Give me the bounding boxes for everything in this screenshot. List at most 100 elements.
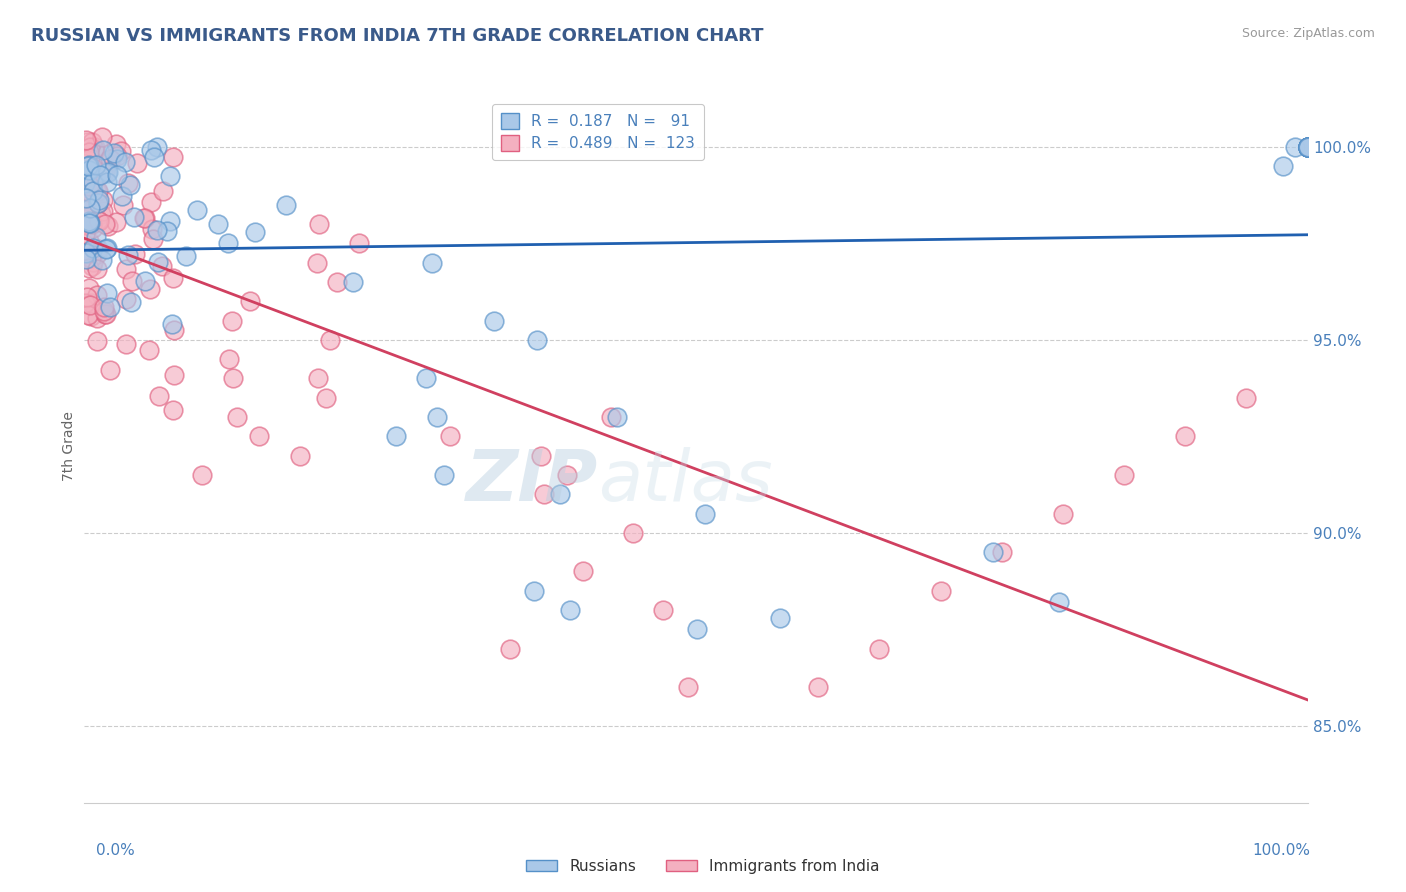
Point [75, 191, 97, 205]
Point [315, 391, 337, 405]
Point [221, 313, 243, 327]
Point [93, 204, 115, 219]
Point [79, 163, 101, 178]
Point [83, 142, 105, 156]
Text: 0.0%: 0.0% [96, 843, 135, 858]
Point [79, 145, 101, 159]
Point [160, 317, 183, 331]
Point [152, 185, 174, 199]
Point [1296, 140, 1319, 154]
Point [115, 261, 138, 276]
Point [139, 282, 162, 296]
Point [319, 333, 342, 347]
Point [114, 337, 136, 351]
Point [96, 175, 118, 189]
Point [134, 274, 156, 288]
Point [77, 214, 100, 228]
Point [91, 143, 114, 157]
Point [146, 222, 169, 236]
Point [307, 256, 329, 270]
Y-axis label: 7th Grade: 7th Grade [62, 411, 76, 481]
Point [162, 270, 184, 285]
Point [186, 203, 208, 218]
Point [1296, 140, 1319, 154]
Point [555, 467, 578, 482]
Point [84, 230, 107, 244]
Point [93, 304, 115, 318]
Point [139, 143, 162, 157]
Point [89, 193, 111, 207]
Point [1296, 140, 1319, 154]
Point [87, 243, 110, 257]
Point [84, 158, 107, 172]
Point [1296, 140, 1319, 154]
Point [869, 641, 891, 656]
Point [1296, 140, 1319, 154]
Point [117, 177, 139, 191]
Point [79, 202, 101, 216]
Point [90, 206, 112, 220]
Point [769, 610, 792, 624]
Point [87, 195, 110, 210]
Point [75, 246, 97, 260]
Point [226, 410, 249, 425]
Point [159, 213, 181, 227]
Point [105, 152, 128, 166]
Point [87, 195, 110, 210]
Point [91, 166, 114, 180]
Point [1296, 140, 1319, 154]
Point [290, 449, 312, 463]
Point [326, 275, 349, 289]
Point [111, 189, 134, 203]
Point [96, 242, 118, 256]
Point [621, 525, 644, 540]
Point [1296, 140, 1319, 154]
Point [652, 603, 675, 617]
Point [139, 195, 162, 210]
Point [218, 352, 240, 367]
Point [94, 217, 117, 231]
Point [100, 153, 122, 167]
Point [97, 219, 120, 233]
Point [685, 622, 707, 636]
Point [107, 149, 129, 163]
Point [76, 290, 98, 304]
Point [82, 255, 104, 269]
Point [89, 213, 111, 227]
Point [75, 218, 97, 232]
Point [73, 245, 96, 260]
Point [207, 217, 229, 231]
Point [276, 198, 298, 212]
Point [75, 166, 97, 180]
Point [77, 163, 100, 178]
Point [122, 210, 145, 224]
Point [600, 410, 623, 425]
Point [105, 168, 128, 182]
Point [415, 371, 437, 385]
Point [82, 220, 104, 235]
Point [86, 261, 108, 276]
Text: RUSSIAN VS IMMIGRANTS FROM INDIA 7TH GRADE CORRELATION CHART: RUSSIAN VS IMMIGRANTS FROM INDIA 7TH GRA… [31, 27, 763, 45]
Point [77, 159, 100, 173]
Point [76, 171, 98, 186]
Point [117, 248, 139, 262]
Point [307, 371, 329, 385]
Point [77, 260, 100, 275]
Point [385, 429, 408, 443]
Point [146, 255, 169, 269]
Point [138, 343, 160, 357]
Point [150, 260, 173, 274]
Point [77, 281, 100, 295]
Point [121, 274, 143, 288]
Point [75, 252, 97, 266]
Point [79, 162, 101, 177]
Point [89, 168, 111, 182]
Point [162, 403, 184, 417]
Point [79, 216, 101, 230]
Point [79, 185, 101, 199]
Point [77, 216, 100, 230]
Point [142, 151, 165, 165]
Text: ZIP: ZIP [465, 447, 598, 516]
Point [1047, 595, 1070, 609]
Point [103, 145, 125, 160]
